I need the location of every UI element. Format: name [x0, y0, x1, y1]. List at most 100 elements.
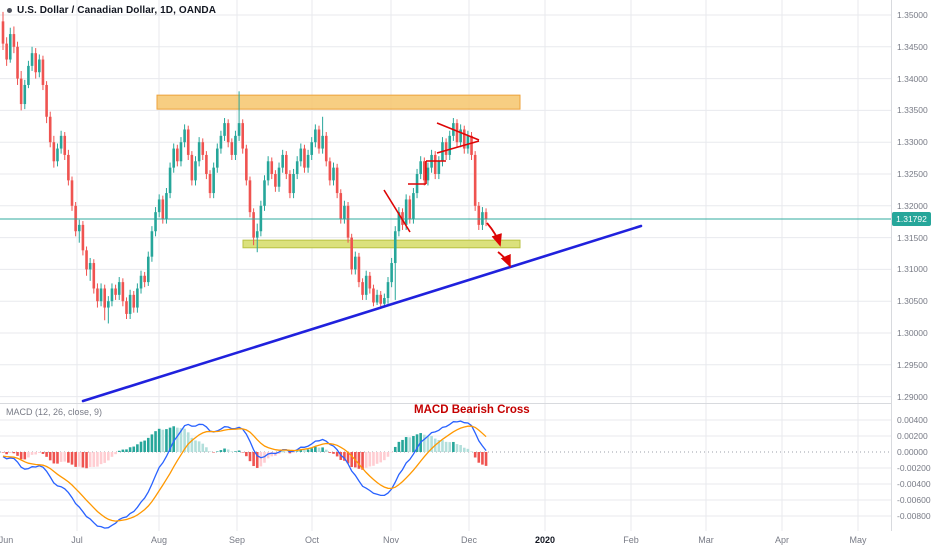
candle-body — [393, 231, 397, 264]
macd-tick-label: 0.00400 — [897, 415, 928, 425]
candle-body — [96, 288, 99, 302]
candle-body — [165, 193, 168, 219]
candle-body — [194, 161, 197, 181]
macd-histogram-bar — [23, 452, 27, 460]
candle-body — [107, 301, 110, 308]
series-marker-icon — [7, 8, 12, 13]
candle-body — [241, 123, 245, 149]
candle-body — [114, 288, 117, 295]
macd-histogram-bar — [165, 429, 168, 452]
candle-body — [314, 129, 317, 143]
candle-body — [481, 212, 484, 225]
candle-body — [1, 21, 5, 44]
support-zone[interactable] — [242, 239, 521, 249]
last-price-badge: 1.31792 — [892, 212, 931, 227]
macd-histogram-bar — [230, 451, 234, 452]
macd-histogram-bar — [343, 452, 346, 461]
macd-histogram-bar — [241, 452, 245, 453]
candle-body — [368, 275, 372, 289]
candle-body — [412, 193, 415, 219]
macd-histogram-bar — [299, 449, 303, 452]
macd-histogram-bar — [74, 452, 77, 467]
candle-series — [1, 11, 488, 324]
macd-histogram-bar — [284, 451, 288, 453]
macd-histogram-bar — [390, 452, 393, 453]
time-label: Apr — [774, 535, 790, 545]
time-label: Mar — [698, 535, 714, 545]
macd-histogram-bar — [361, 452, 364, 470]
macd-histogram-bar — [321, 447, 324, 452]
macd-histogram-bar — [462, 447, 466, 452]
macd-histogram-bar — [437, 439, 441, 452]
macd-histogram-bar — [266, 452, 270, 459]
time-label: Jul — [71, 535, 83, 545]
macd-histogram-bar — [12, 452, 16, 454]
time-label: Aug — [150, 535, 168, 545]
macd-histogram-bar — [52, 452, 56, 464]
macd-histogram-bar — [459, 445, 462, 452]
candle-body — [92, 263, 96, 289]
macd-histogram-bar — [146, 437, 150, 452]
down-arrow-drawing[interactable] — [486, 222, 502, 247]
macd-histogram-bar — [150, 434, 154, 452]
macd-histogram-bar — [143, 440, 146, 452]
red-annotation-group[interactable] — [383, 122, 480, 233]
candle-body — [154, 212, 157, 232]
candle-body — [215, 148, 219, 168]
resistance-zone[interactable] — [156, 94, 521, 110]
macd-histogram-bar — [45, 452, 48, 457]
price-axis[interactable]: 1.35000 1.34500 1.34000 1.33500 1.33000 1.325… — [891, 0, 932, 550]
candle-body — [27, 65, 30, 85]
candle-body — [252, 212, 255, 238]
candle-body — [259, 205, 263, 232]
candle-body — [85, 250, 88, 270]
candle-body — [201, 142, 205, 155]
macd-signal-line — [2, 425, 487, 522]
macd-histogram-bar — [8, 452, 12, 454]
macd-histogram-bar — [215, 451, 219, 452]
macd-pane[interactable] — [0, 420, 891, 529]
red-annotation-line[interactable] — [436, 140, 480, 154]
macd-histogram-bar — [350, 452, 353, 467]
candle-body — [383, 298, 386, 304]
macd-histogram-bar — [426, 435, 430, 452]
macd-histogram-bar — [48, 452, 52, 461]
macd-histogram-bar — [77, 452, 81, 467]
price-tick-label: 1.30500 — [897, 296, 928, 307]
macd-histogram-bar — [379, 452, 383, 463]
trendline-drawing[interactable] — [81, 224, 643, 403]
candle-body — [459, 129, 462, 143]
candle-body — [263, 180, 266, 206]
candle-body — [397, 212, 401, 232]
candle-body — [143, 275, 146, 283]
red-annotation-line[interactable] — [436, 122, 480, 141]
candle-body — [375, 294, 379, 303]
macd-histogram-bar — [281, 451, 284, 453]
candle-body — [303, 148, 306, 168]
candle-body — [339, 193, 343, 219]
macd-histogram-bar — [208, 451, 212, 452]
macd-histogram-bar — [157, 428, 161, 452]
candle-body — [284, 154, 288, 174]
candle-body — [19, 78, 23, 105]
macd-histogram-bar — [56, 452, 59, 464]
macd-tick-label: -0.00400 — [897, 479, 931, 489]
candle-body — [121, 282, 125, 302]
candle-body — [245, 148, 248, 181]
candle-body — [63, 135, 67, 155]
price-tick-label: 1.33000 — [897, 137, 928, 148]
down-arrow-drawing[interactable] — [497, 251, 511, 268]
candle-body — [466, 135, 470, 149]
time-axis[interactable]: Jun Jul Aug Sep Oct Nov Dec 2020 Feb Mar Apr May — [0, 531, 932, 550]
macd-histogram-bar — [107, 452, 110, 461]
macd-histogram-bar — [70, 452, 74, 465]
macd-histogram-bar — [324, 449, 328, 452]
macd-bearish-cross-label: MACD Bearish Cross — [414, 404, 530, 416]
candle-body — [23, 84, 27, 105]
candle-body — [67, 154, 70, 181]
macd-histogram-bar — [255, 452, 259, 468]
red-annotation-line[interactable] — [383, 189, 411, 233]
candle-body — [117, 282, 121, 295]
macd-histogram-bar — [197, 441, 201, 452]
